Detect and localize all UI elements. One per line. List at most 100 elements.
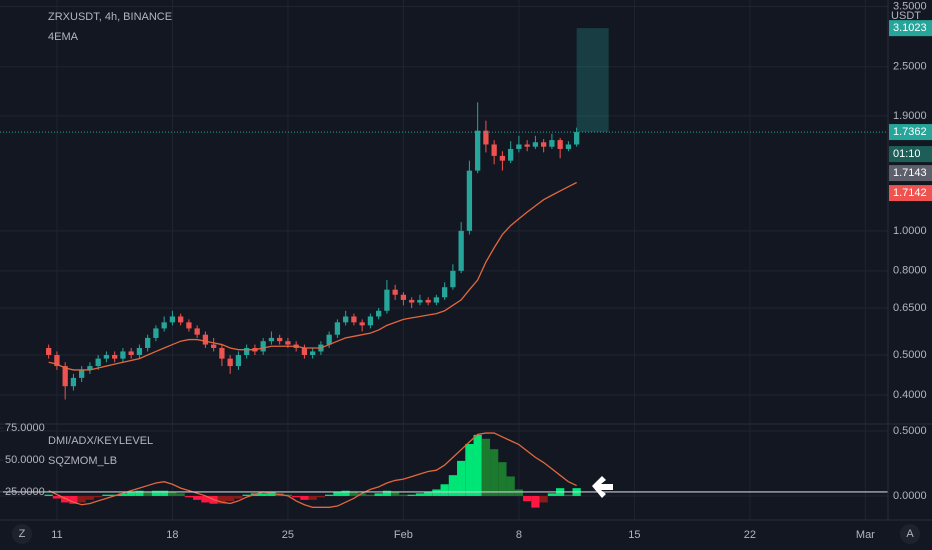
candle-body [574, 132, 580, 145]
candle-body [128, 351, 134, 355]
momentum-bar [457, 460, 466, 496]
candle-body [557, 140, 563, 149]
x-tick-label: Feb [394, 529, 413, 541]
candle-body [466, 170, 473, 231]
momentum-bar [358, 493, 367, 496]
ema-line [48, 181, 577, 371]
momentum-bar [440, 484, 449, 496]
countdown-label-box [889, 146, 932, 163]
candle-body [169, 316, 176, 323]
y-tick-label: 1.9000 [893, 110, 927, 122]
target-box [576, 28, 609, 133]
y2-tick-label: 0.5000 [893, 425, 927, 437]
momentum-bar [448, 475, 458, 496]
momentum-bar [168, 492, 177, 496]
candle-body [508, 148, 514, 161]
price-label-box [889, 185, 932, 202]
y-tick-label: 0.6500 [893, 302, 927, 314]
momentum-bar [481, 438, 491, 496]
momentum-bar [539, 495, 548, 503]
candle-body [178, 316, 184, 323]
momentum-bar [44, 494, 53, 496]
x-tick-label: 25 [282, 529, 294, 541]
countdown-label: 01:10 [893, 148, 921, 160]
price-label: 1.7143 [893, 167, 927, 179]
momentum-bar [234, 495, 243, 499]
momentum-bar [52, 495, 62, 499]
button-label[interactable]: Z [19, 528, 26, 540]
momentum-bar [465, 443, 474, 496]
momentum-bar [201, 495, 210, 503]
candle-body [62, 366, 68, 387]
candle-body [235, 354, 242, 367]
candle-body [112, 354, 118, 359]
momentum-bar [118, 493, 128, 496]
candle-body [483, 130, 489, 145]
candle-body [475, 130, 481, 171]
candle-body [400, 294, 407, 300]
candle-body [161, 322, 167, 329]
momentum-bar [292, 495, 301, 498]
momentum-bar [341, 490, 350, 496]
momentum-bar [325, 494, 334, 496]
momentum-bar [127, 492, 136, 496]
candle-body [70, 377, 77, 387]
candle-body [219, 347, 225, 359]
y-tick-label: 0.8000 [893, 265, 927, 277]
plot-area [0, 28, 888, 508]
candle-body [145, 337, 151, 348]
momentum-bar [333, 492, 342, 496]
candle-body [301, 347, 308, 355]
momentum-bar [399, 494, 408, 496]
momentum-bar [506, 476, 515, 496]
momentum-bar [523, 495, 532, 502]
button-label[interactable]: A [906, 528, 914, 540]
momentum-bar [391, 492, 400, 496]
last-price-label-box [889, 124, 932, 141]
candle-body [532, 142, 539, 147]
price-label: 1.7142 [893, 187, 927, 199]
momentum-bar [316, 495, 326, 498]
candle-body [260, 341, 266, 352]
candle-body [326, 334, 332, 345]
candle-body [285, 341, 291, 345]
candle-body [46, 347, 52, 355]
candle-body [268, 337, 275, 342]
momentum-bar [135, 490, 144, 496]
momentum-bar [267, 492, 276, 496]
candle-body [409, 299, 415, 303]
candle-body [541, 142, 547, 147]
momentum-bar [193, 495, 202, 500]
momentum-bar [69, 495, 78, 504]
momentum-bar [176, 493, 185, 496]
momentum-bar [374, 493, 383, 496]
momentum-bar [424, 492, 433, 496]
candle-body [153, 328, 159, 338]
candle-body [516, 144, 522, 149]
button[interactable] [900, 524, 920, 544]
x-tick-label: 11 [51, 529, 62, 541]
y-tick-label: 75.0000 [5, 422, 45, 434]
momentum-bar [432, 489, 441, 496]
candle-body [136, 347, 143, 355]
momentum-bar [490, 449, 499, 496]
price-label-box [889, 165, 932, 182]
momentum-bar [102, 494, 111, 496]
momentum-bar [143, 492, 152, 496]
x-tick-label: 18 [166, 529, 178, 541]
candle-body [417, 299, 423, 303]
candle-body [211, 344, 217, 348]
candle-body [442, 287, 448, 298]
button[interactable] [12, 524, 32, 544]
momentum-bar [184, 495, 194, 498]
momentum-bar [151, 490, 161, 496]
momentum-bar [564, 494, 573, 496]
y2-tick-label: 0.0000 [893, 490, 927, 502]
y-tick-label: 1.0000 [893, 225, 927, 237]
indicator-label: DMI/ADX/KEYLEVEL [48, 435, 153, 447]
adx-line [48, 432, 577, 508]
target-label: 3.1023 [893, 22, 927, 34]
candle-body [491, 144, 497, 156]
